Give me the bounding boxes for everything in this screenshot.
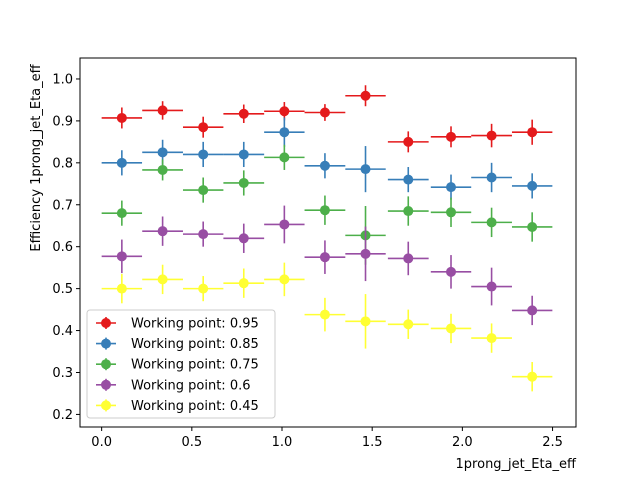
data-point [360, 90, 371, 101]
legend-item: Working point: 0.85 [96, 337, 259, 352]
legend-marker [101, 400, 111, 411]
data-point [446, 131, 457, 142]
data-point [360, 164, 371, 175]
data-point [403, 174, 414, 185]
y-tick-label: 0.3 [52, 366, 73, 381]
y-tick-label: 0.7 [52, 198, 73, 213]
x-axis: 0.0 0.5 1.0 1.5 2.0 2.5 [91, 427, 563, 450]
data-point [279, 152, 290, 163]
data-point [446, 182, 457, 193]
legend-label: Working point: 0.6 [131, 378, 251, 393]
data-point [319, 252, 330, 263]
data-point [279, 127, 290, 138]
data-point [360, 248, 371, 259]
series-group [101, 262, 553, 392]
data-point [238, 278, 249, 289]
data-point [403, 253, 414, 264]
data-point [486, 172, 497, 183]
data-point [486, 130, 497, 141]
data-point [527, 127, 538, 138]
data-point [116, 251, 127, 262]
data-point [116, 283, 127, 294]
data-point [198, 229, 209, 240]
x-tick-label: 1.0 [272, 435, 293, 450]
y-tick-label: 0.4 [52, 324, 73, 339]
y-tick-label: 0.8 [52, 156, 73, 171]
legend-label: Working point: 0.85 [131, 337, 259, 352]
data-point [157, 274, 168, 285]
x-tick-label: 2.0 [452, 435, 473, 450]
data-point [198, 185, 209, 196]
data-point [527, 221, 538, 232]
y-axis-label: Efficiency 1prong_jet_Eta_eff [29, 63, 44, 251]
legend-marker [101, 338, 111, 349]
legend-marker [101, 318, 111, 328]
legend-item: Working point: 0.45 [96, 399, 259, 414]
data-point [198, 122, 209, 133]
data-point [116, 157, 127, 168]
y-tick-label: 0.2 [52, 408, 73, 423]
legend-marker [101, 359, 111, 370]
data-point [319, 309, 330, 320]
data-point [527, 371, 538, 382]
data-point [238, 149, 249, 160]
data-point [403, 206, 414, 217]
x-axis-label: 1prong_jet_Eta_eff [456, 457, 578, 472]
data-point [446, 266, 457, 277]
legend-label: Working point: 0.75 [131, 358, 259, 373]
series-layer [101, 85, 553, 392]
data-point [116, 208, 127, 219]
data-point [319, 160, 330, 171]
data-point [319, 107, 330, 118]
data-point [157, 164, 168, 175]
x-tick-label: 0.5 [181, 435, 202, 450]
y-tick-label: 1.0 [52, 72, 73, 87]
plot-frame [79, 57, 577, 428]
data-point [279, 274, 290, 285]
data-point [279, 106, 290, 117]
legend-item: Working point: 0.6 [96, 378, 251, 393]
data-point [238, 177, 249, 188]
data-point [446, 323, 457, 334]
legend-marker [101, 379, 111, 390]
data-point [319, 205, 330, 216]
data-point [527, 305, 538, 316]
y-tick-label: 0.9 [52, 114, 73, 129]
legend: Working point: 0.95 Working point: 0.85 Wo… [86, 309, 276, 419]
data-point [486, 281, 497, 292]
data-point [198, 149, 209, 160]
legend-label: Working point: 0.45 [131, 399, 259, 414]
series-group [101, 205, 553, 326]
data-point [403, 319, 414, 330]
legend-item: Working point: 0.95 [96, 317, 259, 332]
x-tick-label: 1.5 [362, 435, 383, 450]
legend-frame [86, 309, 276, 419]
data-point [486, 333, 497, 344]
y-axis: 0.2 0.3 0.4 0.5 0.6 0.7 0.8 0.9 1.0 [52, 72, 80, 423]
data-point [360, 316, 371, 327]
y-tick-label: 0.5 [52, 282, 73, 297]
data-point [198, 283, 209, 294]
data-point [279, 219, 290, 230]
y-tick-label: 0.6 [52, 240, 73, 255]
data-point [238, 108, 249, 119]
x-tick-label: 2.5 [542, 435, 563, 450]
data-point [116, 112, 127, 123]
legend-label: Working point: 0.95 [131, 317, 259, 332]
data-point [527, 180, 538, 191]
data-point [157, 226, 168, 237]
data-point [157, 105, 168, 116]
series-group [101, 117, 553, 200]
data-point [157, 147, 168, 158]
data-point [446, 207, 457, 218]
data-point [486, 217, 497, 228]
data-point [403, 136, 414, 147]
x-tick-label: 0.0 [91, 435, 112, 450]
legend-item: Working point: 0.75 [96, 358, 259, 373]
series-group [101, 144, 553, 265]
series-group [101, 85, 553, 153]
data-point [238, 233, 249, 244]
